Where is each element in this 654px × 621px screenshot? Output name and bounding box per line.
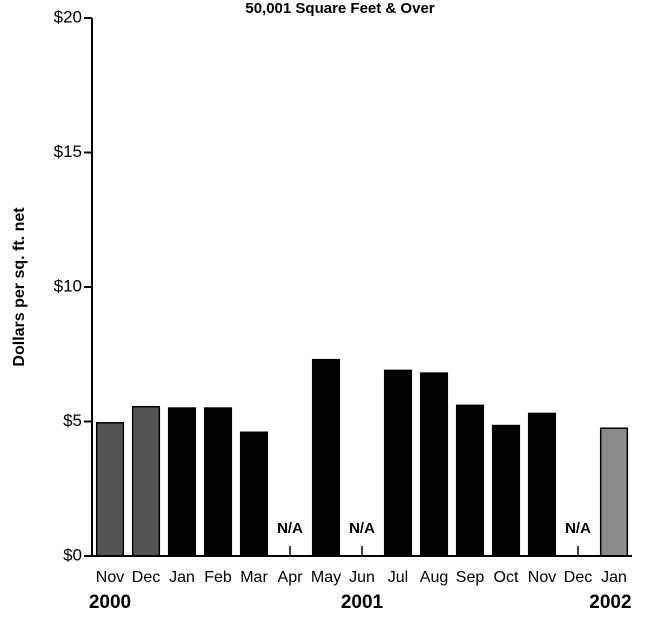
year-label: 2002 (589, 592, 631, 613)
x-tick-label: Apr (278, 569, 304, 586)
x-tick-label: Jan (169, 569, 195, 586)
bar (383, 369, 413, 557)
x-tick-label: Aug (420, 569, 448, 586)
x-tick-label: Oct (494, 569, 519, 586)
x-tick-label: Sep (456, 569, 485, 586)
bar (131, 405, 161, 557)
y-tick-label: $5 (63, 411, 82, 430)
bar (455, 404, 485, 557)
bar (419, 372, 449, 557)
value-label: N/A (349, 520, 375, 537)
year-label: 2000 (89, 592, 131, 613)
y-axis-label: Dollars per sq. ft. net (11, 207, 28, 367)
y-tick-label: $20 (54, 7, 82, 26)
value-label: N/A (277, 520, 303, 537)
x-tick-label: Jan (601, 569, 627, 586)
x-tick-label: Nov (96, 569, 124, 586)
x-tick-label: Feb (204, 569, 232, 586)
bar (167, 407, 197, 557)
bar (203, 407, 233, 557)
y-tick-label: $10 (54, 276, 82, 295)
year-label: 2001 (341, 592, 384, 613)
x-tick-label: Jun (349, 569, 375, 586)
x-tick-label: Jul (388, 569, 408, 586)
bar (311, 358, 341, 557)
x-tick-label: Mar (240, 569, 268, 586)
y-tick-label: $15 (54, 142, 82, 161)
x-tick-label: Dec (564, 569, 592, 586)
chart-title: 50,001 Square Feet & Over (245, 0, 434, 17)
bar (239, 431, 269, 557)
x-tick-label: Nov (528, 569, 556, 586)
bar (527, 412, 557, 557)
bar (599, 427, 629, 557)
bar (491, 424, 521, 557)
x-tick-label: Dec (132, 569, 160, 586)
x-tick-label: May (311, 569, 341, 586)
value-label: N/A (565, 520, 591, 537)
y-tick-label: $0 (63, 545, 82, 564)
bar (95, 422, 125, 557)
